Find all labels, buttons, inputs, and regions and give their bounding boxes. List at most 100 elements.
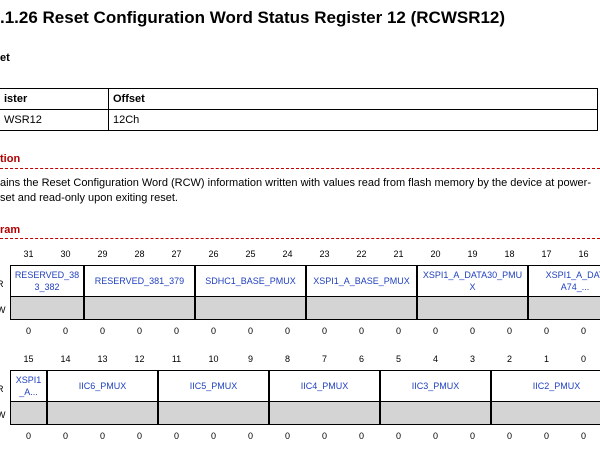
bit-number: 2 — [506, 354, 512, 364]
bit-number: 9 — [247, 354, 253, 364]
field: XSPI1_A_DATA30_PMU X — [417, 265, 528, 297]
bit-number: 30 — [60, 249, 71, 259]
field-label: IIC5_PMUX — [189, 381, 238, 391]
reset-value: 0 — [136, 326, 142, 336]
field-write — [84, 296, 195, 320]
bit-number: 0 — [580, 354, 586, 364]
field: SDHC1_BASE_PMUX — [195, 265, 306, 297]
bit-number: 19 — [467, 249, 478, 259]
bit-number: 24 — [282, 249, 293, 259]
rule — [0, 168, 600, 169]
bit-number: 1 — [543, 354, 549, 364]
bit-number: 10 — [208, 354, 219, 364]
bit-number: 12 — [134, 354, 145, 364]
field: IIC6_PMUX — [47, 370, 158, 402]
field-label: X — [469, 282, 476, 292]
title: .1.26 Reset Configuration Word Status Re… — [0, 8, 506, 27]
reset-value: 0 — [284, 326, 290, 336]
field-write — [10, 296, 84, 320]
reset-value: 0 — [543, 431, 549, 441]
access-label: W — [0, 410, 6, 420]
bit-number: 17 — [541, 249, 552, 259]
bit-number: 18 — [504, 249, 515, 259]
access-label: W — [0, 305, 6, 315]
bit-number: 13 — [97, 354, 108, 364]
field: XSPI1_A_BASE_PMUX — [306, 265, 417, 297]
reset-value: 0 — [395, 431, 401, 441]
field-label: _A... — [19, 387, 38, 397]
bit-number: 20 — [430, 249, 441, 259]
field: RESERVED_38 3_382 — [10, 265, 84, 297]
field-label: SDHC1_BASE_PMUX — [205, 276, 296, 286]
offset-table: ister Offset WSR12 12Ch — [0, 88, 598, 131]
reset-value: 0 — [247, 431, 253, 441]
reset-value: 0 — [25, 431, 31, 441]
field-label: IIC6_PMUX — [78, 381, 127, 391]
field-write — [195, 296, 306, 320]
field-label: XSPI1 — [15, 375, 42, 385]
field-write — [47, 401, 158, 425]
field-label: IIC3_PMUX — [411, 381, 460, 391]
reset-value: 0 — [543, 326, 549, 336]
field-label: XSPI1_A_BASE_PMUX — [313, 276, 410, 286]
reset-value: 0 — [321, 431, 327, 441]
bit-number: 5 — [395, 354, 401, 364]
field-label: A74_... — [560, 282, 590, 292]
field-label: IIC4_PMUX — [300, 381, 349, 391]
rule — [0, 238, 600, 239]
bit-number: 14 — [60, 354, 71, 364]
reset-value: 0 — [580, 326, 586, 336]
field-write — [306, 296, 417, 320]
access-label: R — [0, 279, 4, 289]
header-cell: Offset — [108, 88, 598, 110]
bit-number: 7 — [321, 354, 327, 364]
reset-value: 0 — [580, 431, 586, 441]
description-line: set and read-only upon exiting reset. — [0, 192, 178, 204]
bit-number: 27 — [171, 249, 182, 259]
bit-number: 8 — [284, 354, 290, 364]
description-line: ains the Reset Configuration Word (RCW) … — [0, 177, 591, 189]
header-cell: ister — [0, 88, 109, 110]
field-write — [491, 401, 600, 425]
reset-value: 0 — [506, 326, 512, 336]
bit-number: 31 — [23, 249, 34, 259]
diagram-heading: ram — [0, 224, 21, 236]
field: XSPI1 _A... — [10, 370, 47, 402]
reset-value: 0 — [62, 431, 68, 441]
field-label: XSPI1_A_DATA30_PMU — [422, 270, 523, 280]
bit-number: 28 — [134, 249, 145, 259]
reset-value: 0 — [136, 431, 142, 441]
reset-value: 0 — [469, 431, 475, 441]
field-write — [158, 401, 269, 425]
reset-value: 0 — [62, 326, 68, 336]
reset-value: 0 — [210, 326, 216, 336]
reset-value: 0 — [247, 326, 253, 336]
cell: WSR12 — [0, 109, 109, 131]
cell: 12Ch — [108, 109, 598, 131]
bit-number: 11 — [171, 354, 182, 364]
bit-number: 15 — [23, 354, 34, 364]
reset-value: 0 — [358, 326, 364, 336]
reset-value: 0 — [210, 431, 216, 441]
bit-number: 23 — [319, 249, 330, 259]
field-write — [528, 296, 600, 320]
bit-number: 21 — [393, 249, 404, 259]
reset-value: 0 — [99, 326, 105, 336]
field: RESERVED_381_379 — [84, 265, 195, 297]
reset-value: 0 — [506, 431, 512, 441]
field-label: XSPI1_A_DAT — [545, 270, 600, 280]
field-write — [10, 401, 47, 425]
field: IIC2_PMUX — [491, 370, 600, 402]
bit-number: 25 — [245, 249, 256, 259]
bit-number: 29 — [97, 249, 108, 259]
bit-number: 22 — [356, 249, 367, 259]
field-label: RESERVED_38 — [14, 270, 80, 280]
bit-number: 6 — [358, 354, 364, 364]
reset-value: 0 — [321, 326, 327, 336]
access-label: R — [0, 384, 4, 394]
reset-value: 0 — [99, 431, 105, 441]
bit-number: 3 — [469, 354, 475, 364]
field-label: RESERVED_381_379 — [94, 276, 185, 286]
reset-value: 0 — [432, 326, 438, 336]
